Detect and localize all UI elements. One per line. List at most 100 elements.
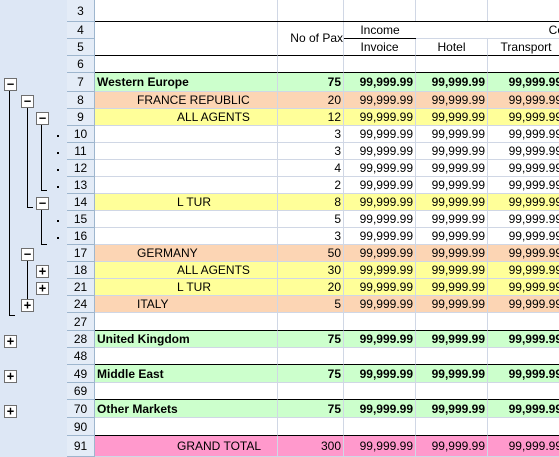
row-header-10[interactable]: 10: [67, 126, 94, 143]
row-label[interactable]: [95, 160, 278, 177]
transport-cell[interactable]: 99,999.99: [488, 279, 559, 296]
row-label[interactable]: FRANCE REPUBLIC: [95, 92, 278, 109]
hotel-cell[interactable]: 99,999.99: [416, 400, 488, 418]
collapse-france-button[interactable]: −: [21, 95, 34, 108]
row-label[interactable]: [95, 143, 278, 160]
collapse-l-tur-button[interactable]: −: [36, 197, 49, 210]
hotel-cell[interactable]: 99,999.99: [416, 365, 488, 383]
row-header-16[interactable]: 16: [67, 228, 94, 245]
row-header-28[interactable]: 28: [67, 331, 94, 348]
pax-cell[interactable]: 3: [278, 126, 344, 143]
hotel-cell[interactable]: [416, 0, 488, 22]
transport-cell[interactable]: 99,999.99: [488, 245, 559, 262]
row-header-27[interactable]: 27: [67, 313, 94, 331]
hotel-cell[interactable]: 99,999.99: [416, 126, 488, 143]
row-label[interactable]: [95, 418, 278, 436]
row-label[interactable]: [95, 56, 278, 73]
collapse-western-europe-button[interactable]: −: [4, 78, 17, 91]
row-header-8[interactable]: 8: [67, 92, 94, 109]
pax-cell[interactable]: 75: [278, 400, 344, 418]
hotel-cell[interactable]: 99,999.99: [416, 228, 488, 245]
row-label[interactable]: Other Markets: [95, 400, 278, 418]
transport-cell[interactable]: [488, 418, 559, 436]
transport-cell[interactable]: 99,999.99: [488, 143, 559, 160]
expand-middle-east-button[interactable]: +: [4, 370, 17, 383]
pax-cell[interactable]: 3: [278, 143, 344, 160]
hotel-cell[interactable]: 99,999.99: [416, 177, 488, 194]
invoice-cell[interactable]: 99,999.99: [344, 331, 416, 348]
hotel-cell[interactable]: 99,999.99: [416, 296, 488, 313]
row-label[interactable]: L TUR: [95, 279, 278, 296]
row-header-49[interactable]: 49: [67, 365, 94, 383]
pax-cell[interactable]: [278, 56, 344, 73]
row-label[interactable]: ALL AGENTS: [95, 262, 278, 279]
row-header-9[interactable]: 9: [67, 109, 94, 126]
transport-cell[interactable]: 99,999.99: [488, 228, 559, 245]
hotel-cell[interactable]: [416, 313, 488, 331]
invoice-cell[interactable]: [344, 383, 416, 400]
row-label[interactable]: [95, 313, 278, 331]
invoice-cell[interactable]: 99,999.99: [344, 177, 416, 194]
row-header-69[interactable]: 69: [67, 383, 94, 400]
transport-cell[interactable]: [488, 313, 559, 331]
transport-cell[interactable]: [488, 348, 559, 365]
invoice-cell[interactable]: 99,999.99: [344, 109, 416, 126]
transport-cell[interactable]: [488, 0, 559, 22]
transport-cell[interactable]: [488, 56, 559, 73]
row-label[interactable]: ALL AGENTS: [95, 109, 278, 126]
transport-cell[interactable]: 99,999.99: [488, 436, 559, 457]
cost-header-partial[interactable]: Co: [488, 22, 559, 39]
invoice-cell[interactable]: 99,999.99: [344, 436, 416, 457]
pax-cell[interactable]: 12: [278, 109, 344, 126]
invoice-cell[interactable]: 99,999.99: [344, 228, 416, 245]
transport-cell[interactable]: 99,999.99: [488, 331, 559, 348]
transport-cell[interactable]: 99,999.99: [488, 365, 559, 383]
transport-header[interactable]: Transport: [488, 39, 559, 56]
row-label[interactable]: [95, 348, 278, 365]
hotel-cell[interactable]: 99,999.99: [416, 160, 488, 177]
hotel-cell[interactable]: 99,999.99: [416, 211, 488, 228]
hotel-cell[interactable]: [416, 418, 488, 436]
pax-cell[interactable]: 5: [278, 211, 344, 228]
transport-cell[interactable]: 99,999.99: [488, 92, 559, 109]
row-label[interactable]: L TUR: [95, 194, 278, 211]
expand-united-kingdom-button[interactable]: +: [4, 335, 17, 348]
row-label[interactable]: [95, 383, 278, 400]
income-header[interactable]: Income: [344, 22, 416, 39]
hotel-cell[interactable]: 99,999.99: [416, 245, 488, 262]
row-label[interactable]: [95, 211, 278, 228]
row-header-4[interactable]: 4: [67, 22, 94, 39]
pax-cell[interactable]: [278, 0, 344, 22]
pax-cell[interactable]: 2: [278, 177, 344, 194]
row-label[interactable]: [95, 177, 278, 194]
transport-cell[interactable]: 99,999.99: [488, 73, 559, 92]
pax-cell[interactable]: 30: [278, 262, 344, 279]
collapse-all-agents-button[interactable]: −: [36, 112, 49, 125]
transport-cell[interactable]: 99,999.99: [488, 296, 559, 313]
no-of-pax-header-lower[interactable]: [278, 39, 344, 56]
row-label[interactable]: GRAND TOTAL: [95, 436, 278, 457]
pax-cell[interactable]: 8: [278, 194, 344, 211]
collapse-germany-button[interactable]: −: [21, 248, 34, 261]
transport-cell[interactable]: 99,999.99: [488, 211, 559, 228]
row-label[interactable]: GERMANY: [95, 245, 278, 262]
hotel-cell[interactable]: 99,999.99: [416, 109, 488, 126]
pax-cell[interactable]: 75: [278, 365, 344, 383]
invoice-cell[interactable]: [344, 418, 416, 436]
row-header-6[interactable]: 6: [67, 56, 94, 73]
pax-cell[interactable]: 75: [278, 73, 344, 92]
pax-cell[interactable]: 50: [278, 245, 344, 262]
pax-cell[interactable]: 20: [278, 279, 344, 296]
pax-cell[interactable]: 75: [278, 331, 344, 348]
hotel-cell[interactable]: 99,999.99: [416, 436, 488, 457]
invoice-cell[interactable]: 99,999.99: [344, 262, 416, 279]
transport-cell[interactable]: 99,999.99: [488, 109, 559, 126]
transport-cell[interactable]: 99,999.99: [488, 400, 559, 418]
row-label[interactable]: United Kingdom: [95, 331, 278, 348]
row-label[interactable]: [95, 0, 278, 22]
row-label[interactable]: Western Europe: [95, 73, 278, 92]
invoice-cell[interactable]: [344, 56, 416, 73]
hotel-cell[interactable]: 99,999.99: [416, 279, 488, 296]
row-label[interactable]: [95, 126, 278, 143]
transport-cell[interactable]: 99,999.99: [488, 262, 559, 279]
